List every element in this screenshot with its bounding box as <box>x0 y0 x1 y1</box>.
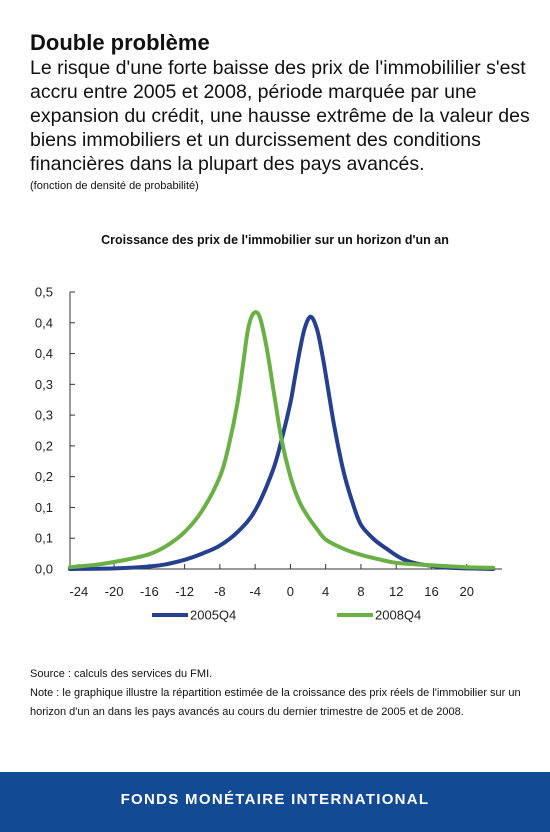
y-tick-label: 0,3 <box>35 377 53 392</box>
x-tick-label: -24 <box>69 584 88 599</box>
y-tick-label: 0,1 <box>35 500 53 515</box>
unit-note: (fonction de densité de probabilité) <box>30 180 199 192</box>
y-tick-label: 0,1 <box>35 531 53 546</box>
footer-notes: Source : calculs des services du FMI. No… <box>30 665 525 722</box>
x-tick-label: 12 <box>389 584 403 599</box>
y-tick-label: 0,4 <box>35 315 53 330</box>
brand-bar: FONDS MONÉTAIRE INTERNATIONAL <box>0 772 550 832</box>
x-tick-label: 8 <box>357 584 364 599</box>
y-tick-label: 0,5 <box>35 285 53 300</box>
x-tick-label: 20 <box>460 584 474 599</box>
x-tick-label: -12 <box>175 584 194 599</box>
x-tick-label: 0 <box>287 584 294 599</box>
page-subtitle: Le risque d'une forte baisse des prix de… <box>30 57 530 175</box>
page-title: Double problème <box>30 30 210 55</box>
brand-name: FONDS MONÉTAIRE INTERNATIONAL <box>120 791 430 808</box>
y-tick-label: 0,2 <box>35 438 53 453</box>
legend-label: 2005Q4 <box>190 608 236 623</box>
series-line-2005Q4 <box>68 314 496 571</box>
x-tick-label: -16 <box>140 584 159 599</box>
x-tick-label: 16 <box>424 584 438 599</box>
chart-title: Croissance des prix de l'immobilier sur … <box>101 233 449 247</box>
x-tick-label: -20 <box>105 584 124 599</box>
y-tick-label: 0,3 <box>35 408 53 423</box>
x-tick-label: -4 <box>249 584 261 599</box>
y-tick-label: 0,2 <box>35 469 53 484</box>
series-line-2008Q4 <box>68 310 496 570</box>
header: Double problème Le risque d'une forte ba… <box>30 30 530 194</box>
legend-label: 2008Q4 <box>375 608 421 623</box>
source-text: Source : calculs des services du FMI. <box>30 668 213 680</box>
x-tick-label: 4 <box>322 584 329 599</box>
y-tick-label: 0,0 <box>35 562 53 577</box>
note-text: Note : le graphique illustre la répartit… <box>30 687 521 718</box>
y-tick-label: 0,4 <box>35 346 53 361</box>
x-tick-label: -8 <box>214 584 226 599</box>
density-chart: 0,0 0,1 0,1 0,2 0,2 0,3 0,3 0,4 0,4 0,5 -24 -20 -16 -… <box>35 285 502 623</box>
